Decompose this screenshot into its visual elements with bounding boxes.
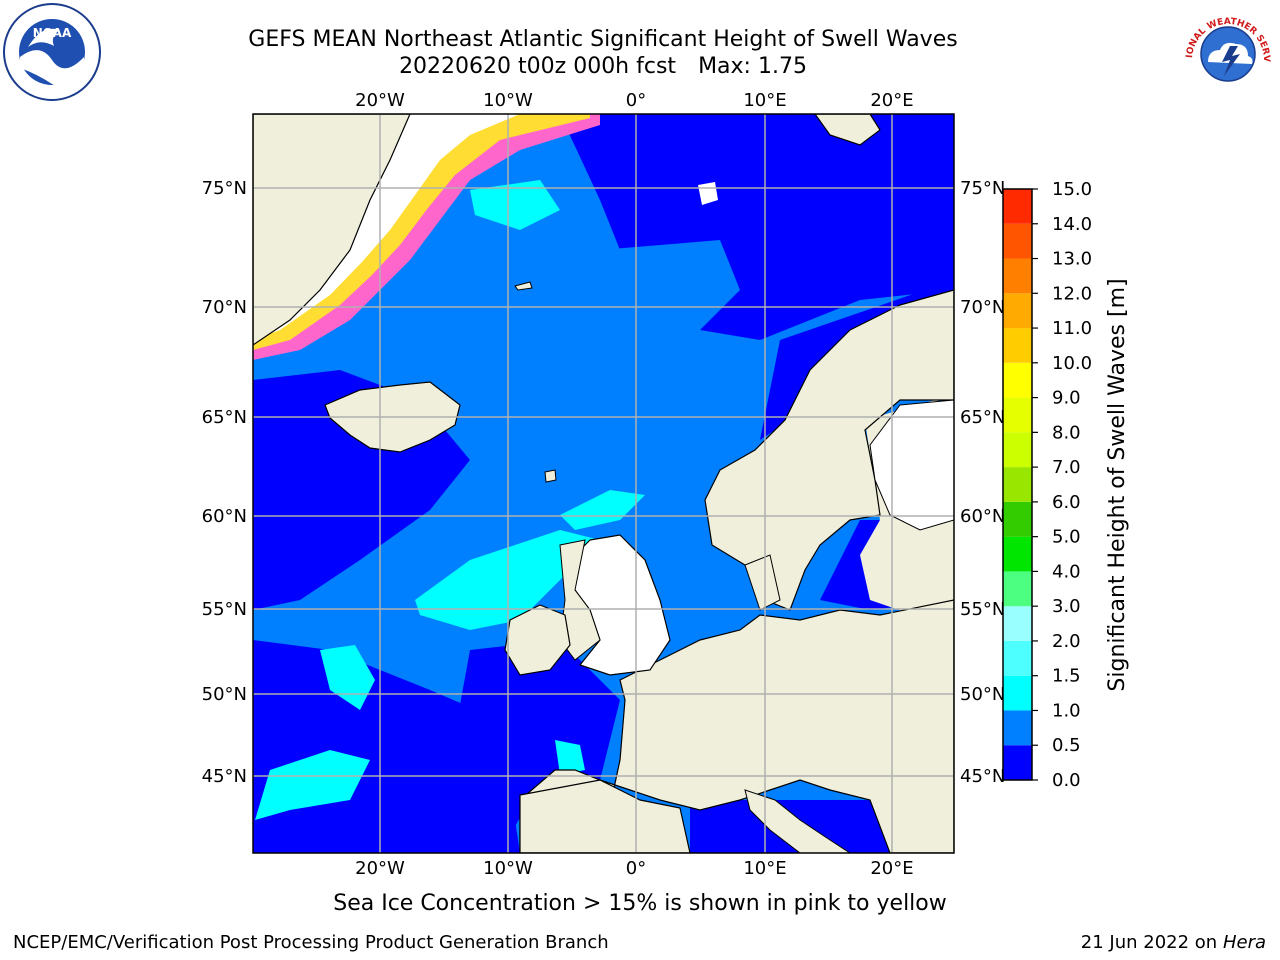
land-svalbard [814, 114, 881, 146]
lon-label-bottom: 0° [626, 858, 646, 879]
lat-label-right: 65°N [960, 407, 1005, 428]
colorbar-tick-label: 9.0 [1052, 388, 1081, 409]
high-swell-faroe [560, 490, 645, 530]
colorbar: 0.0 0.5 1.0 1.5 2.0 3.0 4.0 5.0 6.0 7.0 8.0 9.0 10.0… [1002, 179, 1092, 791]
land-finland-baltic [869, 399, 954, 531]
noaa-logo-icon: NOAA [3, 3, 101, 101]
lon-label-bottom: 20°W [355, 858, 405, 879]
high-swell-biscay [555, 740, 585, 775]
map-area [253, 114, 954, 853]
colorbar-tick-label: 5.0 [1052, 527, 1081, 548]
colorbar-tick-label: 1.0 [1052, 700, 1081, 721]
lon-label-top: 20°E [870, 90, 913, 111]
lon-label-bottom: 10°W [483, 858, 533, 879]
colorbar-tick-label: 11.0 [1052, 318, 1092, 339]
land-britain-west [559, 539, 601, 661]
colorbar-segment [1003, 189, 1032, 224]
colorbar-segment [1003, 467, 1032, 502]
colorbar-tick-label: 0.0 [1052, 770, 1081, 791]
lon-label-top: 10°W [483, 90, 533, 111]
noaa-logo-text: NOAA [33, 26, 72, 40]
lat-label-left: 75°N [202, 178, 247, 199]
map-title: GEFS MEAN Northeast Atlantic Significant… [248, 27, 958, 52]
colorbar-segment [1003, 258, 1032, 294]
colorbar-segment [1003, 223, 1032, 259]
colorbar-segment [1003, 432, 1032, 468]
graticule [253, 114, 954, 853]
run-label: 20220620 t00z 000h fcst [399, 54, 677, 79]
high-swell-azores [255, 750, 370, 820]
lon-label-top: 10°E [743, 90, 786, 111]
land-denmark [744, 554, 781, 611]
colorbar-tick-label: 4.0 [1052, 561, 1081, 582]
colorbar-tick-label: 0.5 [1052, 735, 1081, 756]
colorbar-label: Significant Height of Swell Waves [m] [1105, 278, 1130, 691]
colorbar-tick-label: 1.5 [1052, 666, 1081, 687]
lon-label-top: 20°W [355, 90, 405, 111]
lat-label-right: 45°N [960, 766, 1005, 787]
colorbar-frame [1002, 188, 1033, 781]
map-subtitle: 20220620 t00z 000h fcst Max: 1.75 [0, 54, 1206, 80]
colorbar-segment [1003, 362, 1032, 398]
lat-label-left: 65°N [202, 407, 247, 428]
lat-label-left: 60°N [202, 506, 247, 527]
lon-label-bottom: 20°E [870, 858, 913, 879]
land-faroe [544, 469, 557, 483]
generation-date: 21 Jun 2022 on Hera [1081, 932, 1266, 953]
colorbar-tick-label: 2.0 [1052, 631, 1081, 652]
colorbar-tick-label: 12.0 [1052, 283, 1092, 304]
land-iberia [519, 779, 691, 853]
sea-ice-note: Sea Ice Concentration > 15% is shown in … [333, 891, 947, 916]
colorbar-tick-label: 3.0 [1052, 596, 1081, 617]
colorbar-segment [1003, 640, 1032, 676]
colorbar-segment [1003, 710, 1032, 746]
lat-label-right: 50°N [960, 684, 1005, 705]
lat-label-right: 60°N [960, 506, 1005, 527]
colorbar-segment [1003, 675, 1032, 711]
lat-label-left: 45°N [202, 766, 247, 787]
colorbar-segment [1003, 328, 1032, 363]
host-text: Hera [1222, 932, 1266, 953]
lat-label-left: 50°N [202, 684, 247, 705]
colorbar-tick-label: 14.0 [1052, 214, 1092, 235]
date-text: 21 Jun 2022 on [1080, 932, 1218, 953]
colorbar-segment [1003, 397, 1032, 433]
lat-label-right: 70°N [960, 297, 1005, 318]
lat-label-left: 55°N [202, 599, 247, 620]
lon-label-bottom: 10°E [743, 858, 786, 879]
nws-logo-icon: NATIONAL WEATHER SERVICE [1178, 2, 1275, 99]
colorbar-tick-label: 10.0 [1052, 353, 1092, 374]
colorbar-segment [1003, 293, 1032, 329]
max-label: Max: 1.75 [698, 54, 807, 79]
colorbar-tick-label: 7.0 [1052, 457, 1081, 478]
lat-label-right: 55°N [960, 599, 1005, 620]
colorbar-segment [1003, 571, 1032, 607]
lat-label-left: 70°N [202, 297, 247, 318]
colorbar-tick-label: 15.0 [1052, 179, 1092, 200]
land-italy [744, 789, 851, 853]
land-greenland [253, 114, 411, 346]
colorbar-segment [1003, 501, 1032, 537]
colorbar-segment [1003, 536, 1032, 572]
lon-label-top: 0° [626, 90, 646, 111]
credit-line: NCEP/EMC/Verification Post Processing Pr… [13, 932, 609, 953]
lat-label-right: 75°N [960, 178, 1005, 199]
land-jan-mayen [514, 281, 533, 291]
colorbar-tick-label: 8.0 [1052, 422, 1081, 443]
colorbar-segment [1003, 606, 1032, 641]
high-swell-greenland-sea [470, 180, 560, 230]
colorbar-tick-label: 6.0 [1052, 492, 1081, 513]
map-border [252, 113, 955, 854]
colorbar-segment [1003, 745, 1032, 780]
sea-ice-yellow [253, 114, 590, 350]
colorbar-tick-label: 13.0 [1052, 249, 1092, 270]
